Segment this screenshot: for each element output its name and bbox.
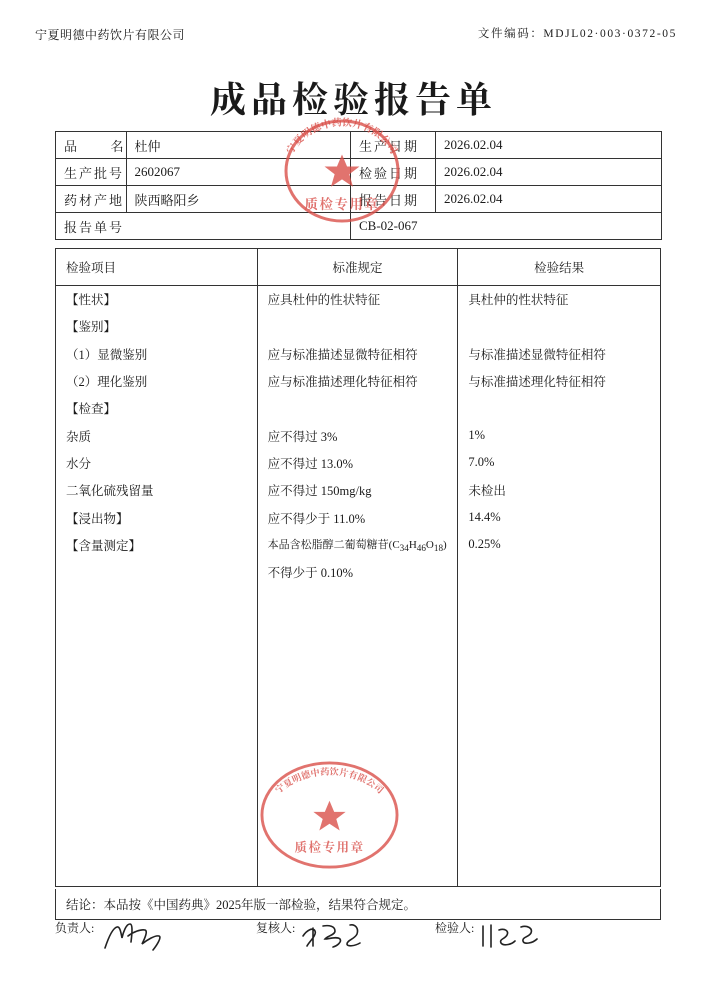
svg-text:质检专用章: 质检专用章 [305,193,380,213]
svg-text:宁夏明德中药饮片有限公司: 宁夏明德中药饮片有限公司 [272,764,388,797]
svg-text:质检专用章: 质检专用章 [295,838,365,856]
